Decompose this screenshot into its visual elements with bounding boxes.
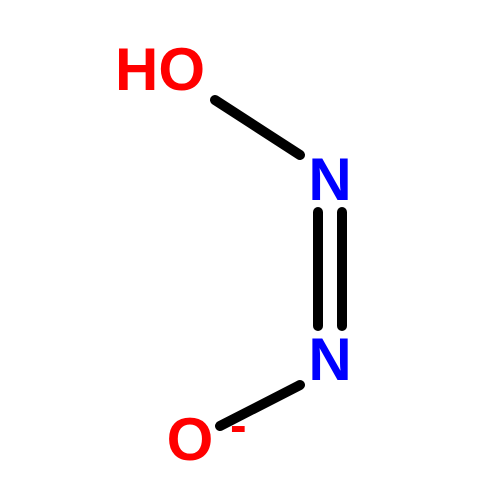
bond-layer	[0, 0, 500, 500]
atom-hydroxyl: HO	[115, 40, 205, 100]
atom-nitrogen-2: N	[308, 330, 351, 390]
atom-nitrogen-1: N	[308, 150, 351, 210]
charge-minus: -	[230, 400, 247, 450]
atom-oxygen: O	[167, 410, 214, 470]
bond	[215, 100, 300, 155]
